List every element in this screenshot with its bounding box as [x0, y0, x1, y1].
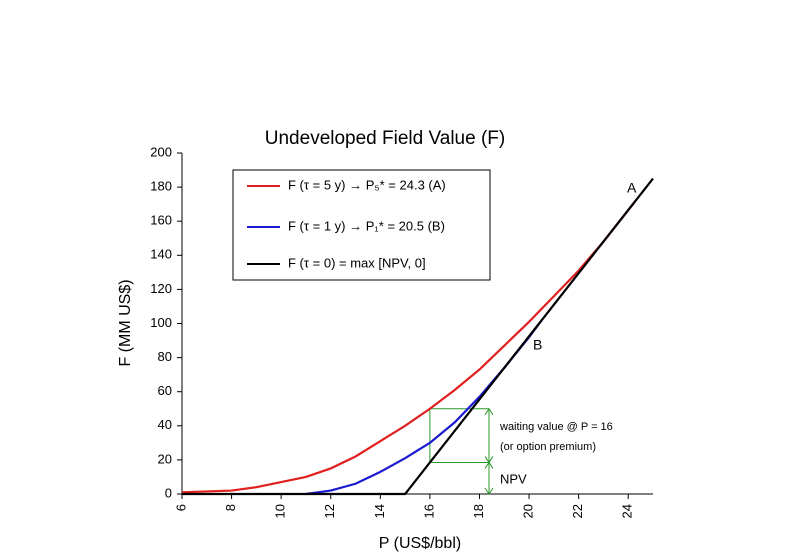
series-line	[305, 319, 543, 496]
x-tick-label: 10	[273, 504, 288, 518]
x-tick-label: 14	[372, 504, 387, 518]
y-tick-label: 160	[150, 213, 172, 228]
y-tick-label: 80	[158, 349, 172, 364]
x-tick-label: 18	[471, 504, 486, 518]
y-axis-label: F (MM US$)	[117, 279, 134, 366]
x-tick-label: 16	[421, 504, 436, 518]
legend-box	[232, 169, 491, 281]
x-tick-label: 20	[520, 504, 535, 518]
y-tick-label: 120	[150, 281, 172, 296]
series-line	[181, 200, 637, 494]
x-tick-label: 12	[322, 504, 337, 518]
y-tick-label: 0	[165, 485, 172, 500]
x-tick-label: 22	[570, 504, 585, 518]
y-tick-label: 60	[158, 383, 172, 398]
arrow-head	[484, 461, 494, 495]
x-tick-label: 6	[173, 504, 188, 511]
y-tick-label: 140	[150, 247, 172, 262]
annotation: waiting value @ P = 16	[499, 421, 613, 433]
annotation: B	[533, 337, 542, 353]
x-tick-label: 24	[620, 504, 635, 518]
chart-title: Undeveloped Field Value (F)	[265, 128, 505, 149]
y-tick-label: 40	[158, 417, 172, 432]
series-line	[182, 177, 654, 496]
y-tick-label: 200	[150, 144, 172, 159]
y-tick-label: 100	[150, 315, 172, 330]
legend-label: F (τ = 1 y) → P₁* = 20.5 (B)	[288, 218, 445, 233]
y-tick-label: 20	[158, 451, 172, 466]
annotation: (or option premium)	[500, 441, 596, 453]
legend-label: F (τ = 0) = max [NPV, 0]	[288, 255, 426, 270]
y-tick-label: 180	[150, 179, 172, 194]
x-tick-label: 8	[223, 504, 238, 511]
annotation: A	[627, 180, 637, 196]
legend-label: F (τ = 5 y) → P₅* = 24.3 (A)	[288, 177, 446, 192]
x-axis-label: P (US$/bbl)	[379, 535, 461, 552]
annotation: NPV	[500, 471, 527, 486]
